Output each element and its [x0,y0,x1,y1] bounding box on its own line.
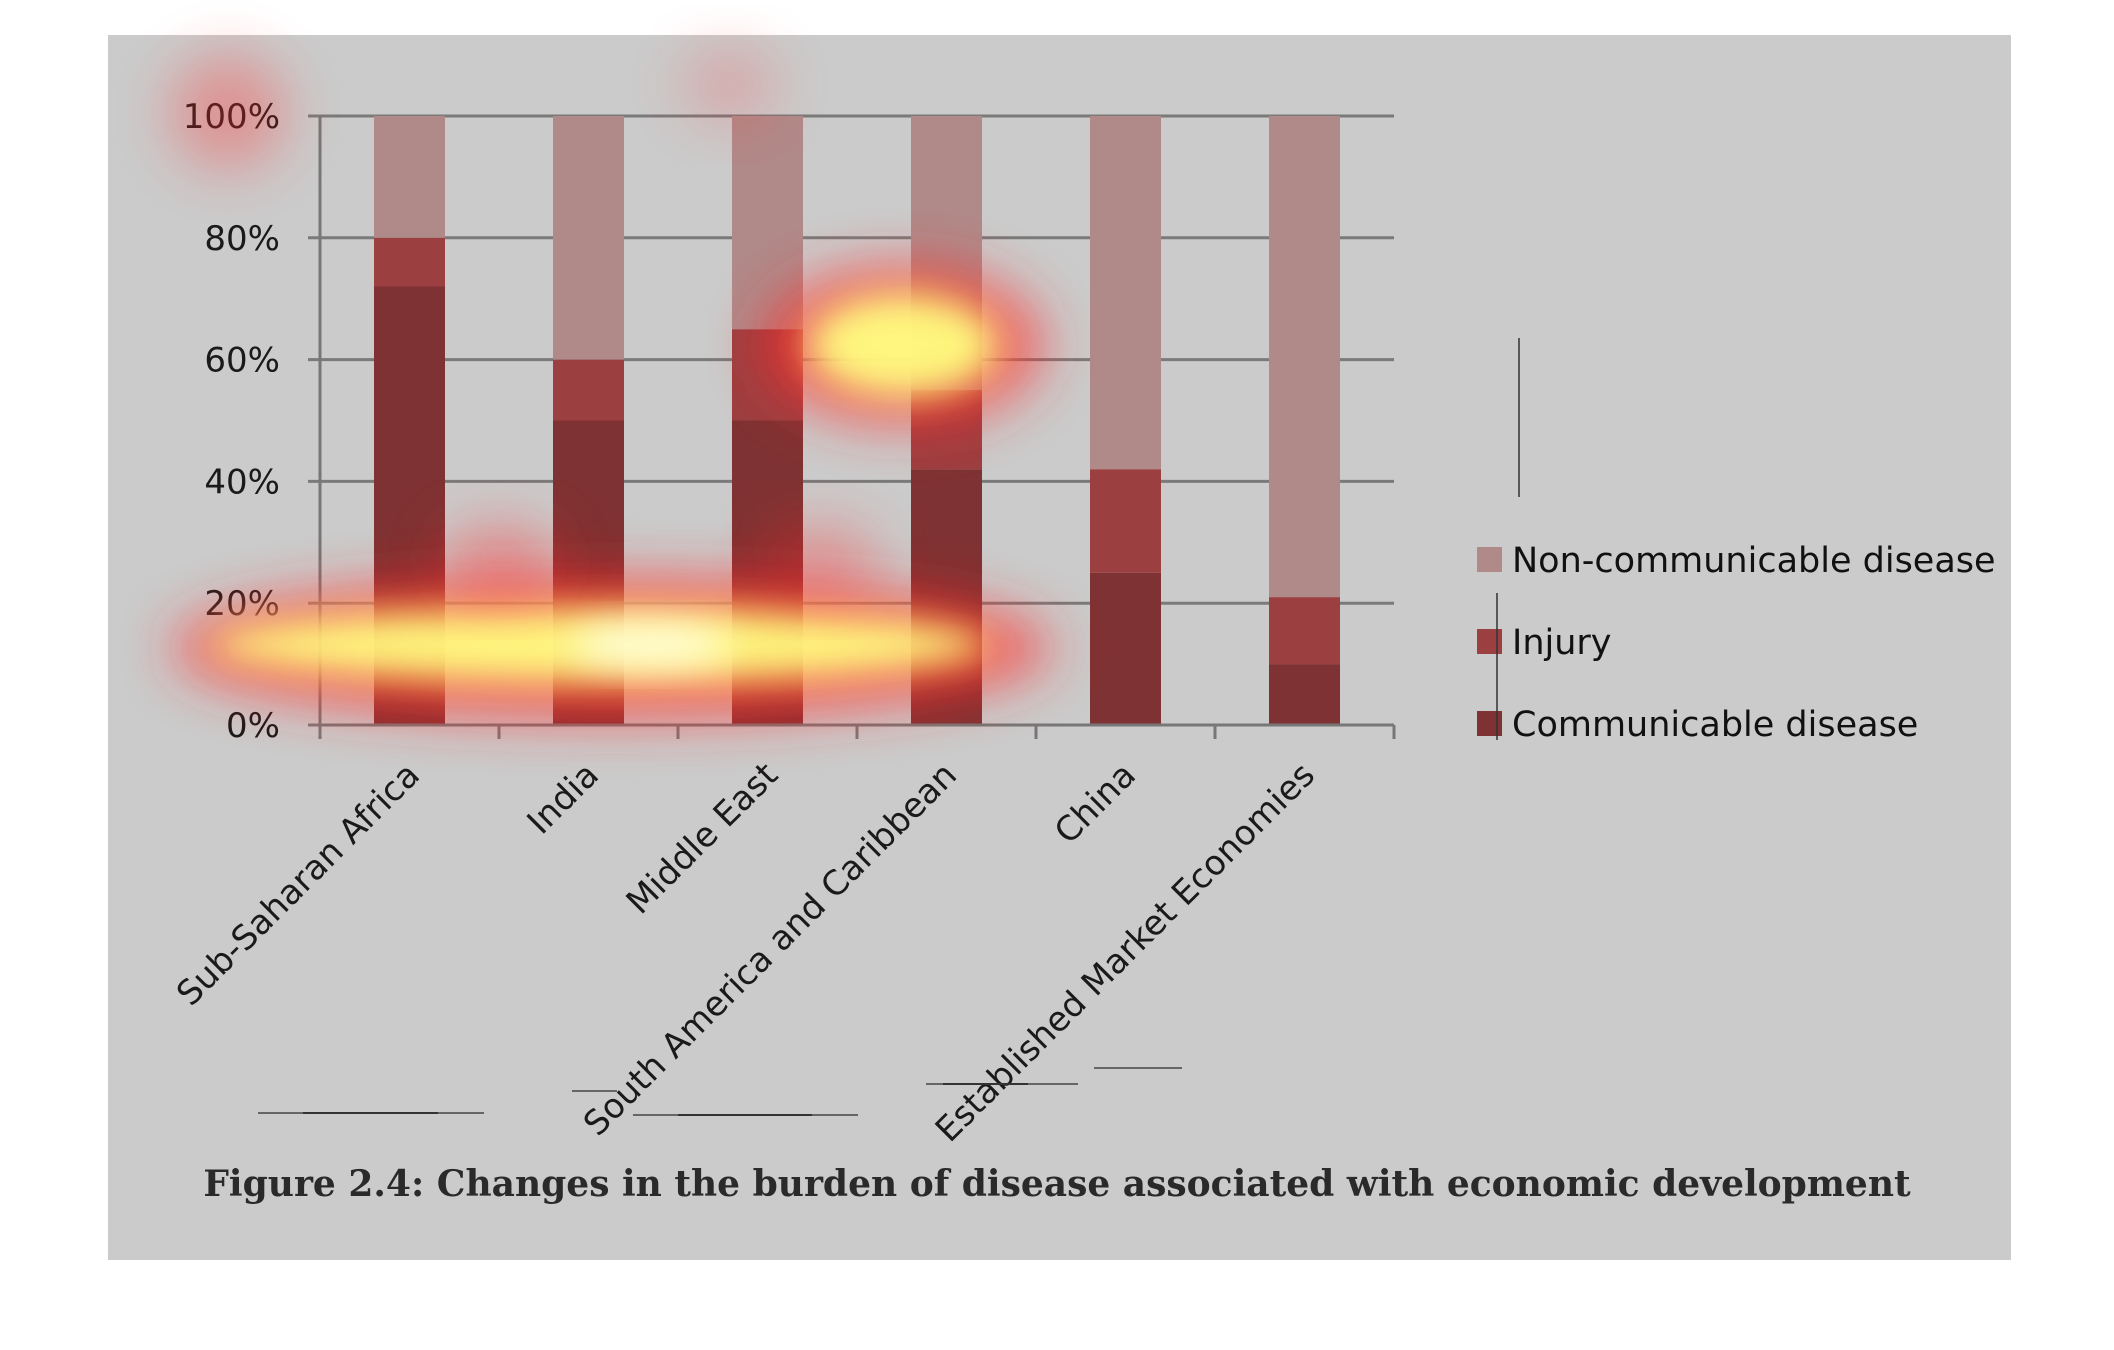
heat-blob [170,54,286,170]
bar-segment [1090,116,1161,470]
bar-segment [374,237,445,287]
bar-segment [1269,664,1340,725]
y-tick-label: 80% [204,219,280,259]
bar-segment [1269,597,1340,665]
heat-blob [680,45,780,125]
x-tick-label: India [520,755,607,842]
attention-heatmap-overlay [170,45,1052,716]
y-tick-label: 40% [204,462,280,502]
legend: Non-communicable disease Injury Communicab… [1477,541,1996,745]
heat-blob [760,520,880,600]
x-tick-label: Sub-Saharan Africa [169,755,428,1014]
stray-rule-lines [258,338,1520,1116]
legend-swatch [1477,711,1502,736]
bar-segment [553,116,624,360]
bar-segment [553,359,624,421]
heat-blob [440,520,560,600]
x-tick-labels: Sub-Saharan Africa India Middle EastSouth … [169,755,1323,1150]
legend-label: Injury [1512,623,1612,663]
bar-segment [1090,469,1161,573]
x-tick-label: South America and Caribbean [576,755,965,1144]
x-tick-label: Established Market Economies [928,755,1323,1150]
bar-segment [1090,572,1161,725]
figure-caption: Figure 2.4: Changes in the burden of dis… [203,1163,1911,1205]
legend-swatch [1477,547,1502,572]
bar-segment [732,116,803,330]
heat-blob [570,623,730,667]
legend-label: Non-communicable disease [1512,541,1996,581]
x-tick-label: China [1047,755,1144,852]
heat-blob [808,293,998,397]
y-tick-label: 0% [226,706,280,746]
y-tick-label: 60% [204,341,280,381]
bar-segment [1269,116,1340,598]
legend-label: Communicable disease [1512,705,1918,745]
bar-segment [374,116,445,238]
legend-swatch [1477,629,1502,654]
x-tick-label: Middle East [619,755,786,922]
